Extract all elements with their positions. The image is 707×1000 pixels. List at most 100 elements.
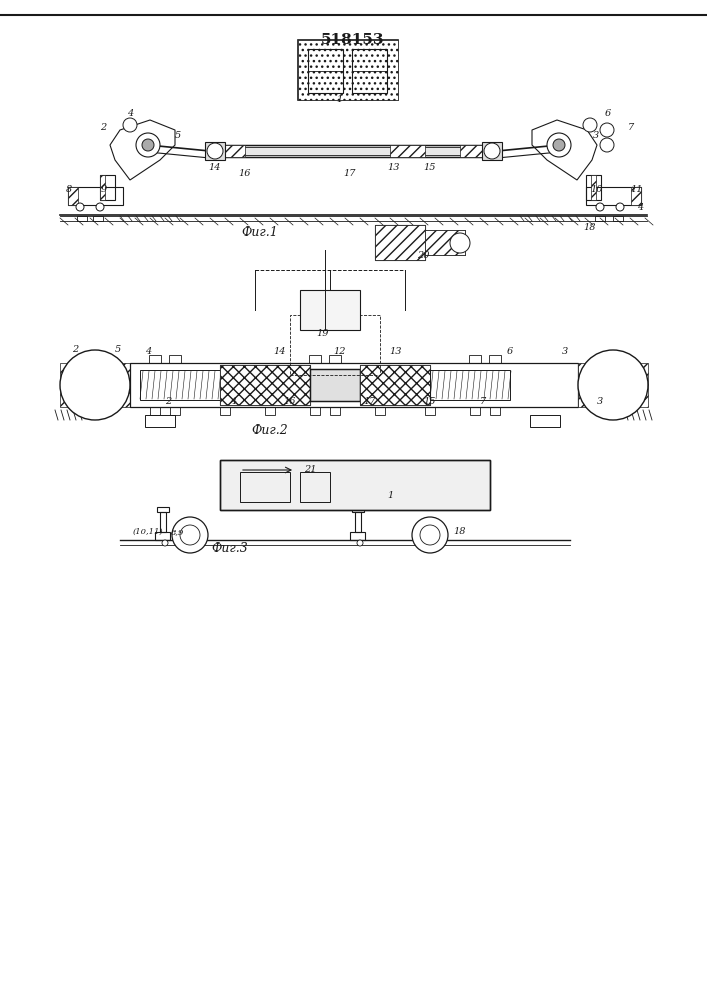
- Circle shape: [578, 350, 648, 420]
- Bar: [220, 365, 310, 405]
- Bar: [425, 230, 465, 255]
- Bar: [290, 315, 380, 375]
- Text: 18: 18: [584, 224, 596, 232]
- Bar: [469, 355, 481, 363]
- Circle shape: [60, 350, 130, 420]
- Bar: [310, 369, 360, 401]
- Bar: [150, 407, 160, 415]
- Circle shape: [420, 525, 440, 545]
- Bar: [68, 187, 123, 205]
- Text: 3: 3: [597, 397, 603, 406]
- Polygon shape: [110, 120, 175, 180]
- Bar: [375, 225, 425, 260]
- Circle shape: [616, 203, 624, 211]
- Bar: [309, 355, 321, 363]
- Text: 1: 1: [387, 490, 393, 499]
- Bar: [489, 355, 501, 363]
- Bar: [100, 175, 105, 200]
- Bar: [160, 512, 166, 532]
- Bar: [390, 145, 425, 157]
- Bar: [636, 363, 648, 407]
- Text: Фиг.3: Фиг.3: [211, 542, 248, 554]
- Text: 4: 4: [230, 397, 236, 406]
- Circle shape: [412, 517, 448, 553]
- Circle shape: [123, 118, 137, 132]
- Text: Фиг.2: Фиг.2: [252, 424, 288, 436]
- Text: 8: 8: [66, 186, 72, 194]
- Bar: [329, 355, 341, 363]
- Text: 14: 14: [209, 162, 221, 172]
- Bar: [205, 142, 225, 160]
- Bar: [220, 407, 230, 415]
- Bar: [68, 187, 78, 205]
- Circle shape: [162, 540, 168, 546]
- Bar: [595, 216, 605, 221]
- Text: 21: 21: [304, 466, 316, 475]
- Circle shape: [484, 143, 500, 159]
- Bar: [586, 187, 641, 205]
- Bar: [77, 216, 87, 221]
- Bar: [530, 415, 560, 427]
- Circle shape: [553, 139, 565, 151]
- Text: 19: 19: [317, 330, 329, 338]
- Bar: [300, 472, 330, 502]
- Bar: [118, 363, 130, 407]
- Circle shape: [596, 203, 604, 211]
- Text: 4: 4: [145, 348, 151, 357]
- Polygon shape: [532, 120, 597, 180]
- Circle shape: [547, 133, 571, 157]
- Bar: [586, 175, 601, 200]
- Bar: [100, 175, 115, 200]
- Text: 2: 2: [165, 397, 171, 406]
- Bar: [470, 407, 480, 415]
- Text: 15: 15: [423, 162, 436, 172]
- Text: 3: 3: [593, 131, 599, 140]
- Text: 15: 15: [423, 397, 436, 406]
- Bar: [93, 216, 103, 221]
- Text: 2: 2: [72, 346, 78, 355]
- Text: 1: 1: [336, 96, 342, 104]
- Bar: [300, 290, 360, 330]
- Text: 18: 18: [454, 528, 466, 536]
- Bar: [240, 147, 467, 155]
- Text: 11: 11: [631, 186, 643, 194]
- Bar: [425, 230, 465, 255]
- Bar: [360, 365, 430, 405]
- Bar: [310, 407, 320, 415]
- Bar: [130, 363, 578, 407]
- Bar: [482, 142, 502, 160]
- Circle shape: [96, 203, 104, 211]
- Text: 8,9: 8,9: [171, 528, 185, 536]
- Bar: [215, 145, 245, 157]
- Bar: [352, 507, 364, 512]
- Text: 17: 17: [363, 397, 376, 406]
- Bar: [578, 363, 590, 407]
- Bar: [170, 407, 180, 415]
- Bar: [215, 145, 492, 157]
- Bar: [220, 460, 490, 510]
- Bar: [220, 365, 310, 405]
- Bar: [460, 145, 492, 157]
- Text: 4: 4: [127, 109, 133, 118]
- Text: 20: 20: [416, 250, 429, 259]
- Bar: [613, 216, 623, 221]
- Bar: [215, 145, 492, 157]
- Text: 3: 3: [562, 348, 568, 357]
- Circle shape: [583, 118, 597, 132]
- Text: 518153: 518153: [321, 33, 385, 47]
- Text: 12: 12: [334, 348, 346, 357]
- Bar: [591, 175, 596, 200]
- Bar: [298, 40, 398, 100]
- Text: 16: 16: [284, 397, 296, 406]
- Bar: [425, 407, 435, 415]
- Text: 6: 6: [507, 348, 513, 357]
- Text: 16: 16: [239, 169, 251, 178]
- Bar: [149, 355, 161, 363]
- Text: 7: 7: [480, 397, 486, 406]
- Circle shape: [76, 203, 84, 211]
- Text: Фиг.1: Фиг.1: [242, 226, 279, 238]
- Bar: [155, 532, 170, 540]
- Circle shape: [600, 123, 614, 137]
- Bar: [375, 225, 425, 260]
- Text: (10,11): (10,11): [133, 528, 163, 536]
